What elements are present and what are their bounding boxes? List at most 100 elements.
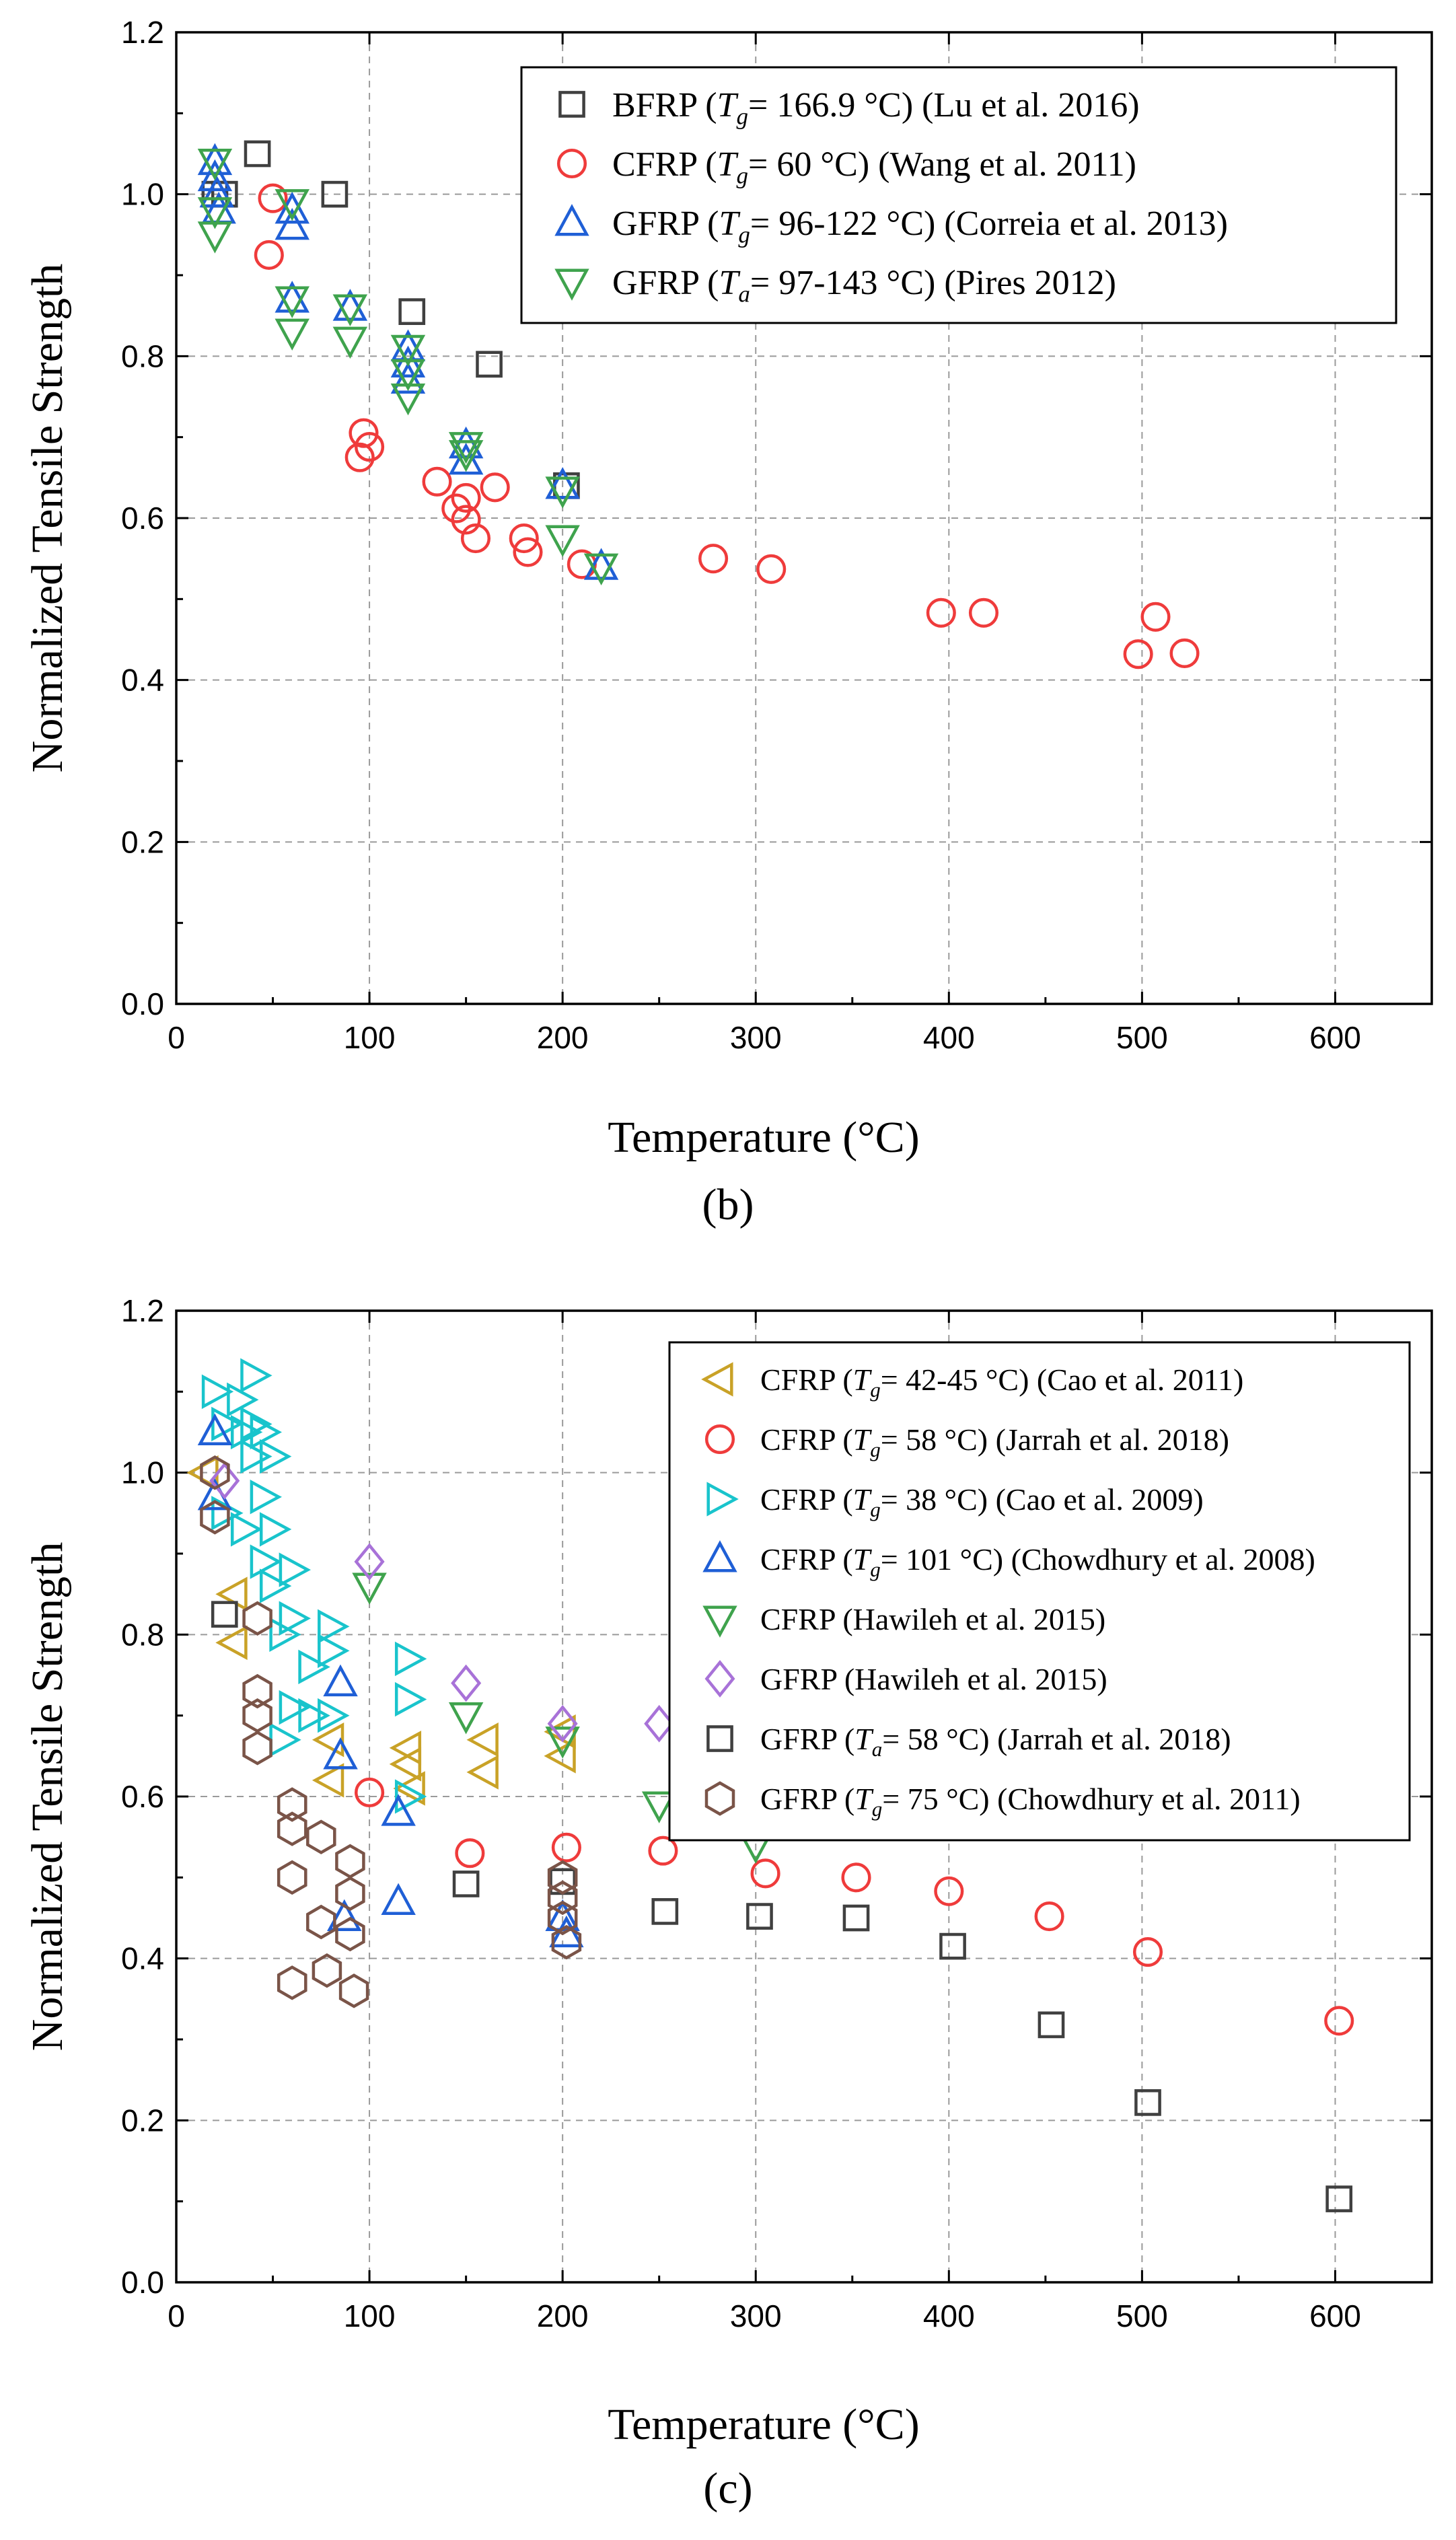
y-tick-label: 0.0 xyxy=(121,986,164,1021)
data-point xyxy=(1169,638,1200,669)
data-point xyxy=(390,361,426,394)
data-point xyxy=(335,1876,365,1912)
data-point xyxy=(390,383,426,416)
legend-item: CFRP (Tg= 38 °C) (Cao et al. 2009) xyxy=(706,1482,1204,1521)
data-point xyxy=(250,1414,283,1450)
data-point xyxy=(335,1844,365,1879)
data-point xyxy=(321,180,349,208)
x-tick-label: 0 xyxy=(168,2298,185,2333)
legend-item: BFRP (Tg= 166.9 °C) (Lu et al. 2016) xyxy=(558,86,1140,130)
data-point xyxy=(1325,2185,1353,2212)
data-point xyxy=(381,1883,416,1916)
data-point xyxy=(197,159,233,192)
legend-label: CFRP (Tg= 38 °C) (Cao et al. 2009) xyxy=(760,1482,1204,1521)
data-point xyxy=(394,1641,427,1677)
data-point xyxy=(509,523,539,554)
data-point xyxy=(448,426,484,459)
data-point xyxy=(390,359,426,392)
data-point xyxy=(422,466,452,497)
legend-marker xyxy=(558,91,585,118)
legend-label: CFRP (Tg= 101 °C) (Chowdhury et al. 2008… xyxy=(760,1542,1315,1581)
legend-item: CFRP (Hawileh et al. 2015) xyxy=(702,1602,1105,1638)
x-tick-label: 600 xyxy=(1309,1020,1361,1055)
data-point xyxy=(275,281,310,313)
data-point xyxy=(298,1649,330,1685)
data-point xyxy=(197,197,233,229)
x-tick-label: 200 xyxy=(537,1020,589,1055)
data-point xyxy=(389,1747,422,1782)
data-point xyxy=(312,1953,342,1988)
data-point xyxy=(242,1698,272,1733)
legend-item: GFRP (Hawileh et al. 2015) xyxy=(704,1660,1107,1698)
data-point xyxy=(448,440,484,472)
data-point xyxy=(277,1811,307,1846)
data-point xyxy=(547,1704,578,1743)
data-point xyxy=(393,1771,425,1806)
data-point xyxy=(926,597,956,628)
data-point xyxy=(244,140,271,168)
y-tick-label: 0.4 xyxy=(121,1941,164,1976)
data-point xyxy=(201,1374,234,1410)
legend-item: CFRP (Tg= 58 °C) (Jarrah et al. 2018) xyxy=(704,1422,1229,1461)
data-point xyxy=(349,418,379,448)
legend-label: GFRP (Ta= 97-143 °C) (Pires 2012) xyxy=(612,264,1116,307)
data-point xyxy=(242,1731,272,1766)
data-point xyxy=(452,1871,480,1897)
legend-label: CFRP (Tg= 58 °C) (Jarrah et al. 2018) xyxy=(760,1422,1229,1461)
data-point xyxy=(448,442,484,475)
data-point xyxy=(1324,2006,1354,2036)
data-point xyxy=(480,472,510,503)
data-point xyxy=(355,432,385,462)
data-point xyxy=(200,1500,230,1535)
data-point xyxy=(275,207,310,240)
data-point xyxy=(547,1860,578,1895)
data-point xyxy=(644,1704,675,1743)
series-CFRP xyxy=(254,183,1200,669)
data-point xyxy=(312,1722,344,1757)
data-point xyxy=(1134,2089,1161,2116)
series-CFRP-Cao2011 xyxy=(186,1455,576,1806)
legend-marker xyxy=(554,204,589,236)
x-tick-label: 500 xyxy=(1116,2298,1168,2333)
data-point xyxy=(197,1413,233,1446)
data-point xyxy=(298,1698,330,1733)
series-CFRP-Jarrah xyxy=(355,1777,1354,2036)
data-point xyxy=(750,1858,780,1889)
data-point xyxy=(227,1382,259,1418)
data-point xyxy=(455,1838,485,1868)
x-tick-label: 300 xyxy=(730,1020,782,1055)
series-GFRP-Correia xyxy=(197,143,619,580)
data-point xyxy=(547,1880,578,1916)
y-tick-label: 0.2 xyxy=(121,2103,164,2138)
legend-marker xyxy=(704,1424,735,1455)
data-point xyxy=(451,505,481,535)
legend-label: CFRP (Hawileh et al. 2015) xyxy=(760,1602,1105,1636)
x-tick-label: 0 xyxy=(168,1020,185,1055)
y-tick-label: 0.4 xyxy=(121,663,164,698)
legend-marker xyxy=(706,1482,739,1517)
series-CFRP-Hawileh xyxy=(352,1572,773,1864)
data-point xyxy=(258,183,288,213)
legend-marker xyxy=(702,1540,737,1572)
data-point xyxy=(318,1633,350,1669)
data-point xyxy=(306,1819,336,1854)
data-point xyxy=(275,286,310,318)
data-point xyxy=(398,298,426,325)
data-point xyxy=(323,1737,358,1770)
series-GFRP-Jarrah xyxy=(211,1601,1353,2212)
data-point xyxy=(352,1572,387,1605)
data-point xyxy=(338,1973,369,2008)
data-point xyxy=(209,1461,240,1500)
data-point xyxy=(277,1965,307,2000)
y-tick-label: 0.8 xyxy=(121,1617,164,1652)
data-point xyxy=(259,1568,292,1603)
data-point xyxy=(197,143,233,176)
legend-label: BFRP (Tg= 166.9 °C) (Lu et al. 2016) xyxy=(612,86,1140,129)
data-point xyxy=(545,525,580,557)
data-point xyxy=(323,1664,358,1697)
y-tick-label: 1.0 xyxy=(121,1455,164,1490)
data-point xyxy=(394,1681,427,1717)
data-point xyxy=(242,1673,272,1709)
legend-label: GFRP (Tg= 96-122 °C) (Correia et al. 201… xyxy=(612,205,1228,248)
